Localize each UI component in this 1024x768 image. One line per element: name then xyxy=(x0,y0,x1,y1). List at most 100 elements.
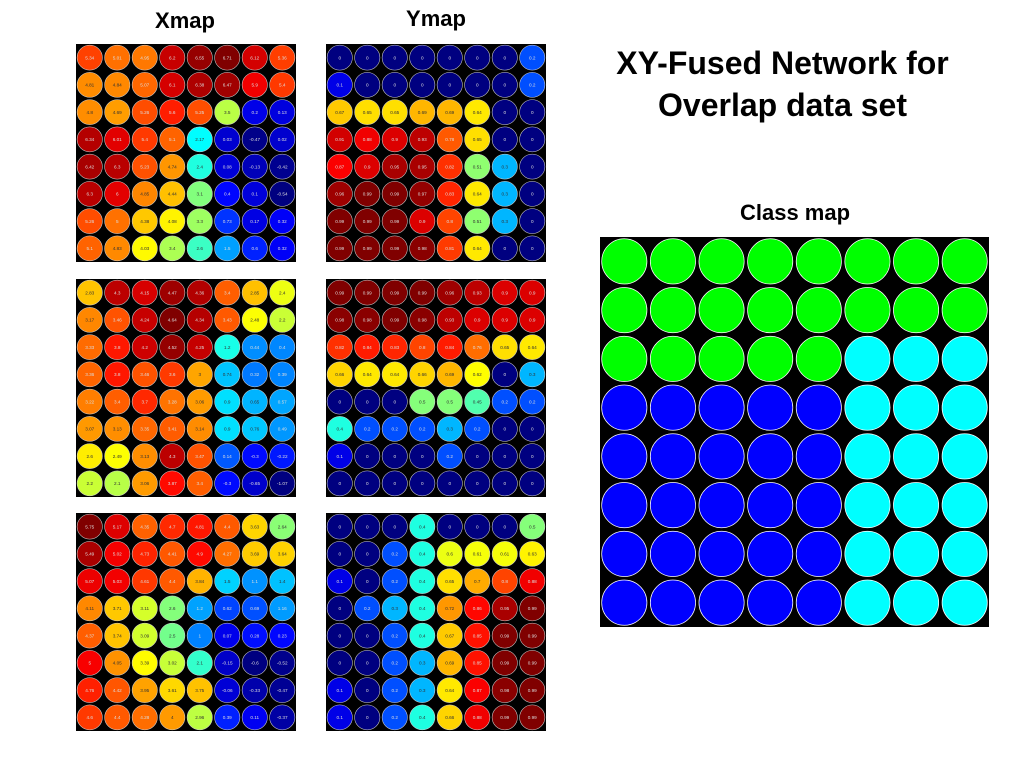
som-node-value: 0.82 xyxy=(445,164,454,169)
som-node-value: 3.17 xyxy=(85,318,94,323)
som-node xyxy=(104,361,131,388)
som-node-value: 2.17 xyxy=(195,137,204,142)
som-node-value: 0.9 xyxy=(502,290,509,295)
som-node xyxy=(436,334,463,360)
som-node xyxy=(186,622,213,649)
som-node-value: 3.84 xyxy=(195,579,204,584)
som-node-value: 0.3 xyxy=(447,427,454,432)
som-node xyxy=(381,541,408,567)
som-node xyxy=(464,470,491,497)
som-node-value: 3.4 xyxy=(169,246,176,251)
som-node-value: 0 xyxy=(393,454,396,459)
xmap-grid-3: 5.755.174.354.74.814.43.632.645.495.024.… xyxy=(76,513,296,731)
som-node-value: 0.65 xyxy=(390,110,399,115)
class-node xyxy=(601,238,648,285)
som-node-value: 0.02 xyxy=(278,137,287,142)
som-node xyxy=(104,388,131,415)
som-node xyxy=(104,126,131,153)
som-node-value: -0.3 xyxy=(251,454,259,459)
som-node xyxy=(354,126,381,153)
som-node xyxy=(159,704,186,731)
som-node-value: 0 xyxy=(366,55,369,60)
som-node-value: 3 xyxy=(198,372,201,377)
som-node-value: 0.23 xyxy=(278,633,287,638)
som-node xyxy=(354,361,381,388)
som-node xyxy=(519,513,546,540)
som-node-value: 5.34 xyxy=(85,55,94,60)
ymap-panel-2: 0.99 0.99 0.99 0.99 0.96 0.93 0.9 0.9 0.98 0.98 0.… xyxy=(326,279,546,497)
som-node xyxy=(131,513,158,540)
som-node xyxy=(519,704,546,731)
som-node xyxy=(241,650,268,676)
som-node-value: 0.67 xyxy=(335,110,344,115)
som-node xyxy=(159,595,186,622)
som-node xyxy=(269,181,296,207)
som-node-value: 4.44 xyxy=(168,192,177,197)
class-node xyxy=(649,482,696,529)
som-node xyxy=(464,388,491,415)
som-node-value: 0 xyxy=(393,83,396,88)
som-node xyxy=(104,153,131,180)
som-node-value: 0.98 xyxy=(418,318,427,323)
som-node-value: 0.9 xyxy=(224,427,231,432)
som-node xyxy=(381,126,408,153)
som-node xyxy=(104,235,131,262)
som-node xyxy=(491,677,518,703)
som-node-value: 0 xyxy=(503,83,506,88)
som-node-value: 3.02 xyxy=(168,661,177,666)
som-node-value: 3.64 xyxy=(278,552,287,557)
class-node xyxy=(941,433,988,480)
som-node-value: 6.38 xyxy=(195,83,204,88)
class-node xyxy=(601,384,648,431)
som-node xyxy=(159,72,186,98)
som-node xyxy=(491,513,518,540)
som-node xyxy=(381,513,408,540)
som-node-value: 0 xyxy=(503,137,506,142)
som-node-value: 0 xyxy=(503,427,506,432)
som-node-value: 0.99 xyxy=(335,290,344,295)
class-node xyxy=(601,287,648,334)
som-node xyxy=(519,595,546,622)
som-node-value: 0.99 xyxy=(528,633,537,638)
som-node xyxy=(491,568,518,594)
som-node xyxy=(76,44,103,71)
som-node-value: 0.73 xyxy=(223,219,232,224)
som-node xyxy=(159,650,186,676)
som-node-value: 3.5 xyxy=(224,110,231,115)
som-node xyxy=(381,361,408,388)
class-node xyxy=(893,482,940,529)
som-node xyxy=(409,470,436,497)
som-node-value: 0.2 xyxy=(364,606,371,611)
som-node xyxy=(491,235,518,262)
som-node xyxy=(464,622,491,649)
som-node-value: 5 xyxy=(88,661,91,666)
som-node xyxy=(269,595,296,622)
som-node-value: 0 xyxy=(503,110,506,115)
som-node xyxy=(241,208,268,234)
som-node-value: 6.3 xyxy=(87,192,94,197)
som-node xyxy=(131,153,158,180)
som-node-value: 0.99 xyxy=(390,219,399,224)
som-node xyxy=(104,470,131,497)
som-node xyxy=(436,181,463,207)
som-node-value: 3.22 xyxy=(85,399,94,404)
som-node-value: 0.67 xyxy=(445,633,454,638)
som-node xyxy=(326,677,353,703)
som-node xyxy=(409,99,436,125)
som-node xyxy=(409,650,436,676)
som-node xyxy=(269,235,296,262)
som-node-value: 5.25 xyxy=(195,110,204,115)
som-node-value: 0.76 xyxy=(250,427,259,432)
som-node xyxy=(436,72,463,98)
som-node xyxy=(354,443,381,469)
som-node-value: 0 xyxy=(338,55,341,60)
som-node xyxy=(241,334,268,360)
som-node xyxy=(519,361,546,388)
som-node xyxy=(214,704,241,731)
som-node-value: 0.1 xyxy=(337,454,344,459)
som-node xyxy=(131,443,158,469)
som-node-value: -0.33 xyxy=(249,688,260,693)
som-node xyxy=(159,44,186,71)
som-node xyxy=(269,153,296,180)
som-node-value: 0.3 xyxy=(419,688,426,693)
